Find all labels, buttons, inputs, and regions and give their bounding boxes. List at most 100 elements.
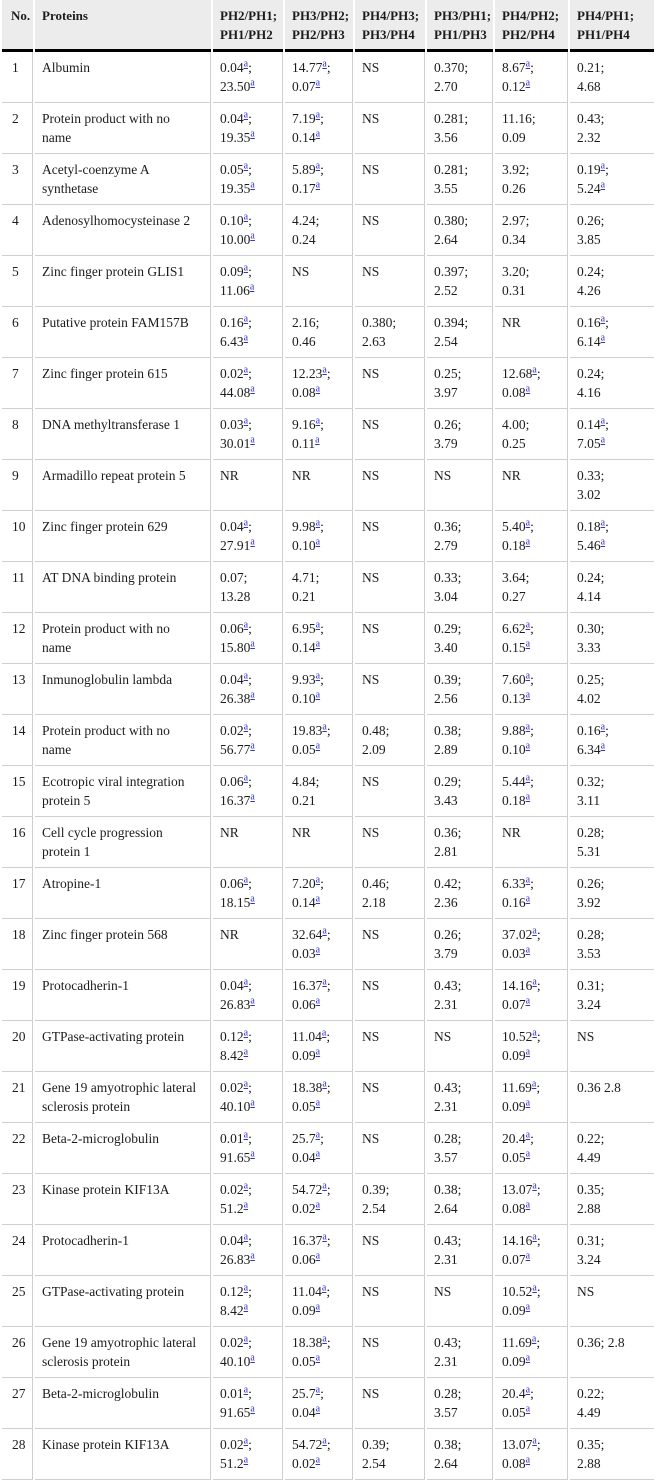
footnote-a-link[interactable]: a: [525, 893, 531, 905]
footnote-a-link[interactable]: a: [243, 1027, 249, 1039]
footnote-a-link[interactable]: a: [250, 383, 255, 395]
footnote-a-link[interactable]: a: [322, 58, 327, 70]
footnote-a-link[interactable]: a: [315, 415, 321, 427]
footnote-a-link[interactable]: a: [525, 517, 531, 529]
footnote-a-link[interactable]: a: [315, 689, 321, 701]
footnote-a-link[interactable]: a: [315, 893, 321, 905]
footnote-a-link[interactable]: a: [525, 77, 531, 89]
footnote-a-link[interactable]: a: [525, 1199, 531, 1211]
footnote-a-link[interactable]: a: [315, 1097, 321, 1109]
footnote-a-link[interactable]: a: [525, 1384, 531, 1396]
footnote-a-link[interactable]: a: [243, 670, 249, 682]
footnote-a-link[interactable]: a: [532, 1180, 537, 1192]
footnote-a-link[interactable]: a: [243, 1129, 249, 1141]
footnote-a-link[interactable]: a: [315, 1129, 321, 1141]
footnote-a-link[interactable]: a: [525, 1250, 531, 1262]
footnote-a-link[interactable]: a: [525, 772, 531, 784]
footnote-a-link[interactable]: a: [315, 1046, 321, 1058]
footnote-a-link[interactable]: a: [243, 874, 249, 886]
footnote-a-link[interactable]: a: [315, 1199, 321, 1211]
footnote-a-link[interactable]: a: [600, 740, 606, 752]
footnote-a-link[interactable]: a: [532, 1282, 537, 1294]
footnote-a-link[interactable]: a: [250, 1250, 255, 1262]
footnote-a-link[interactable]: a: [243, 1046, 249, 1058]
footnote-a-link[interactable]: a: [243, 160, 249, 172]
footnote-a-link[interactable]: a: [525, 1454, 531, 1466]
footnote-a-link[interactable]: a: [525, 874, 531, 886]
footnote-a-link[interactable]: a: [243, 1282, 249, 1294]
footnote-a-link[interactable]: a: [525, 944, 531, 956]
footnote-a-link[interactable]: a: [243, 721, 249, 733]
footnote-a-link[interactable]: a: [525, 1097, 531, 1109]
footnote-a-link[interactable]: a: [243, 262, 249, 274]
footnote-a-link[interactable]: a: [600, 332, 606, 344]
footnote-a-link[interactable]: a: [315, 536, 321, 548]
footnote-a-link[interactable]: a: [525, 1403, 531, 1415]
footnote-a-link[interactable]: a: [525, 670, 531, 682]
footnote-a-link[interactable]: a: [243, 211, 249, 223]
footnote-a-link[interactable]: a: [600, 160, 606, 172]
footnote-a-link[interactable]: a: [243, 332, 249, 344]
footnote-a-link[interactable]: a: [600, 517, 606, 529]
footnote-a-link[interactable]: a: [532, 364, 537, 376]
footnote-a-link[interactable]: a: [243, 976, 249, 988]
footnote-a-link[interactable]: a: [250, 230, 255, 242]
footnote-a-link[interactable]: a: [243, 1199, 249, 1211]
footnote-a-link[interactable]: a: [243, 1435, 249, 1447]
footnote-a-link[interactable]: a: [525, 1129, 531, 1141]
footnote-a-link[interactable]: a: [243, 517, 249, 529]
footnote-a-link[interactable]: a: [250, 77, 255, 89]
footnote-a-link[interactable]: a: [600, 434, 606, 446]
footnote-a-link[interactable]: a: [525, 58, 531, 70]
footnote-a-link[interactable]: a: [321, 1282, 327, 1294]
footnote-a-link[interactable]: a: [250, 434, 255, 446]
footnote-a-link[interactable]: a: [315, 670, 321, 682]
footnote-a-link[interactable]: a: [525, 1301, 531, 1313]
footnote-a-link[interactable]: a: [315, 1403, 321, 1415]
footnote-a-link[interactable]: a: [532, 1027, 537, 1039]
footnote-a-link[interactable]: a: [250, 893, 255, 905]
footnote-a-link[interactable]: a: [315, 1454, 321, 1466]
footnote-a-link[interactable]: a: [315, 995, 321, 1007]
footnote-a-link[interactable]: a: [315, 77, 321, 89]
footnote-a-link[interactable]: a: [315, 1250, 321, 1262]
footnote-a-link[interactable]: a: [250, 1097, 255, 1109]
footnote-a-link[interactable]: a: [532, 1435, 537, 1447]
footnote-a-link[interactable]: a: [525, 638, 531, 650]
footnote-a-link[interactable]: a: [322, 1078, 327, 1090]
footnote-a-link[interactable]: a: [315, 1148, 321, 1160]
footnote-a-link[interactable]: a: [315, 160, 321, 172]
footnote-a-link[interactable]: a: [315, 638, 321, 650]
footnote-a-link[interactable]: a: [243, 364, 249, 376]
footnote-a-link[interactable]: a: [315, 434, 320, 446]
footnote-a-link[interactable]: a: [525, 1352, 531, 1364]
footnote-a-link[interactable]: a: [315, 1352, 321, 1364]
footnote-a-link[interactable]: a: [315, 1301, 321, 1313]
footnote-a-link[interactable]: a: [243, 1454, 249, 1466]
footnote-a-link[interactable]: a: [250, 179, 255, 191]
footnote-a-link[interactable]: a: [315, 517, 321, 529]
footnote-a-link[interactable]: a: [525, 791, 531, 803]
footnote-a-link[interactable]: a: [243, 109, 249, 121]
footnote-a-link[interactable]: a: [525, 536, 531, 548]
footnote-a-link[interactable]: a: [315, 944, 321, 956]
footnote-a-link[interactable]: a: [243, 1301, 249, 1313]
footnote-a-link[interactable]: a: [315, 1384, 321, 1396]
footnote-a-link[interactable]: a: [315, 128, 321, 140]
footnote-a-link[interactable]: a: [243, 1180, 249, 1192]
footnote-a-link[interactable]: a: [532, 976, 537, 988]
footnote-a-link[interactable]: a: [600, 536, 606, 548]
footnote-a-link[interactable]: a: [250, 1403, 255, 1415]
footnote-a-link[interactable]: a: [525, 619, 531, 631]
footnote-a-link[interactable]: a: [250, 638, 255, 650]
footnote-a-link[interactable]: a: [315, 740, 321, 752]
footnote-a-link[interactable]: a: [525, 995, 531, 1007]
footnote-a-link[interactable]: a: [322, 1180, 327, 1192]
footnote-a-link[interactable]: a: [250, 1352, 255, 1364]
footnote-a-link[interactable]: a: [525, 740, 531, 752]
footnote-a-link[interactable]: a: [249, 281, 255, 293]
footnote-a-link[interactable]: a: [250, 128, 255, 140]
footnote-a-link[interactable]: a: [243, 619, 249, 631]
footnote-a-link[interactable]: a: [322, 925, 327, 937]
footnote-a-link[interactable]: a: [322, 976, 327, 988]
